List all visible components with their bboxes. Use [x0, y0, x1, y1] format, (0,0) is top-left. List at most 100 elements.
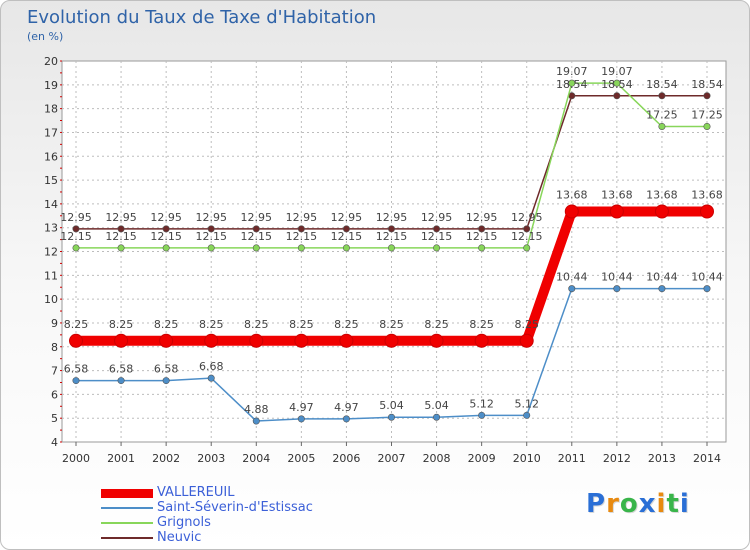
- data-point: [252, 225, 260, 233]
- data-point: [252, 417, 260, 425]
- y-tick-label: 9: [51, 317, 58, 330]
- data-point: [703, 285, 711, 293]
- data-point: [474, 333, 489, 348]
- data-label: 18.54: [601, 78, 633, 91]
- legend-label: Neuvic: [157, 530, 202, 545]
- x-tick-label: 2003: [197, 452, 225, 465]
- data-point: [519, 333, 534, 348]
- data-point: [207, 374, 215, 382]
- data-point: [523, 411, 531, 419]
- data-label: 12.95: [376, 211, 408, 224]
- data-point: [72, 225, 80, 233]
- legend-item: Neuvic: [101, 530, 313, 545]
- x-tick-label: 2013: [648, 452, 676, 465]
- data-label: 12.15: [331, 230, 363, 243]
- data-label: 12.95: [150, 211, 182, 224]
- data-label: 12.95: [421, 211, 453, 224]
- data-point: [609, 204, 624, 219]
- data-point: [523, 244, 531, 252]
- data-point: [568, 79, 576, 87]
- data-point: [654, 204, 669, 219]
- data-point: [69, 333, 83, 348]
- data-label: 6.68: [199, 360, 224, 373]
- data-point: [387, 244, 395, 252]
- data-label: 12.15: [286, 230, 318, 243]
- y-tick-label: 14: [44, 198, 58, 211]
- data-point: [72, 377, 80, 385]
- data-label: 8.25: [424, 318, 449, 331]
- data-point: [72, 244, 80, 252]
- data-label: 12.95: [195, 211, 227, 224]
- data-label: 5.04: [424, 399, 449, 412]
- data-label: 13.68: [691, 188, 723, 201]
- x-tick-label: 2005: [287, 452, 315, 465]
- data-point: [703, 122, 711, 130]
- data-label: 12.15: [376, 230, 408, 243]
- data-point: [429, 333, 444, 348]
- y-tick-label: 4: [51, 436, 58, 449]
- plot-area: [61, 60, 727, 443]
- data-label: 12.15: [421, 230, 453, 243]
- y-tick-label: 7: [51, 365, 58, 378]
- x-tick-label: 2004: [242, 452, 270, 465]
- data-label: 10.44: [691, 271, 723, 284]
- data-label: 6.58: [109, 363, 134, 376]
- data-label: 5.12: [514, 397, 539, 410]
- data-label: 12.15: [60, 230, 92, 243]
- data-point: [433, 244, 441, 252]
- data-point: [387, 413, 395, 421]
- data-label: 12.15: [241, 230, 273, 243]
- data-point: [342, 244, 350, 252]
- data-point: [523, 225, 531, 233]
- data-label: 12.95: [60, 211, 92, 224]
- legend: VALLEREUIL Saint-Séverin-d'Estissac Grigno…: [101, 485, 313, 545]
- data-point: [342, 415, 350, 423]
- legend-swatch: [101, 507, 153, 509]
- data-label: 8.25: [469, 318, 494, 331]
- data-label: 18.54: [646, 78, 678, 91]
- data-point: [700, 204, 714, 219]
- data-label: 12.95: [105, 211, 137, 224]
- data-label: 8.25: [154, 318, 179, 331]
- legend-item: Grignols: [101, 515, 313, 530]
- legend-swatch: [101, 537, 153, 539]
- data-label: 12.15: [466, 230, 498, 243]
- logo-letter: P: [586, 489, 607, 519]
- data-label: 12.15: [105, 230, 137, 243]
- data-point: [478, 411, 486, 419]
- unit-label: (en %): [27, 30, 64, 43]
- y-tick-label: 5: [51, 412, 58, 425]
- data-label: 4.97: [289, 401, 314, 414]
- data-point: [658, 122, 666, 130]
- data-point: [117, 377, 125, 385]
- data-label: 12.95: [286, 211, 318, 224]
- y-tick-label: 15: [44, 174, 58, 187]
- legend-swatch: [101, 488, 153, 498]
- data-point: [297, 225, 305, 233]
- data-label: 18.54: [556, 78, 588, 91]
- data-label: 12.95: [511, 211, 543, 224]
- y-tick-label: 16: [44, 150, 58, 163]
- data-label: 6.58: [154, 363, 179, 376]
- data-label: 5.12: [469, 397, 494, 410]
- data-label: 12.15: [195, 230, 227, 243]
- data-point: [294, 333, 309, 348]
- x-tick-label: 2002: [152, 452, 180, 465]
- data-label: 10.44: [556, 271, 588, 284]
- data-point: [207, 244, 215, 252]
- legend-label: Saint-Séverin-d'Estissac: [157, 500, 313, 515]
- data-label: 8.25: [109, 318, 134, 331]
- data-point: [162, 377, 170, 385]
- data-label: 10.44: [601, 271, 633, 284]
- data-label: 8.25: [199, 318, 224, 331]
- chart-title: Evolution du Taux de Taxe d'Habitation: [27, 7, 377, 28]
- x-tick-label: 2006: [332, 452, 360, 465]
- data-point: [162, 225, 170, 233]
- data-label: 13.68: [556, 188, 588, 201]
- data-label: 8.25: [334, 318, 359, 331]
- data-point: [297, 244, 305, 252]
- data-label: 12.95: [466, 211, 498, 224]
- data-label: 19.07: [556, 65, 588, 78]
